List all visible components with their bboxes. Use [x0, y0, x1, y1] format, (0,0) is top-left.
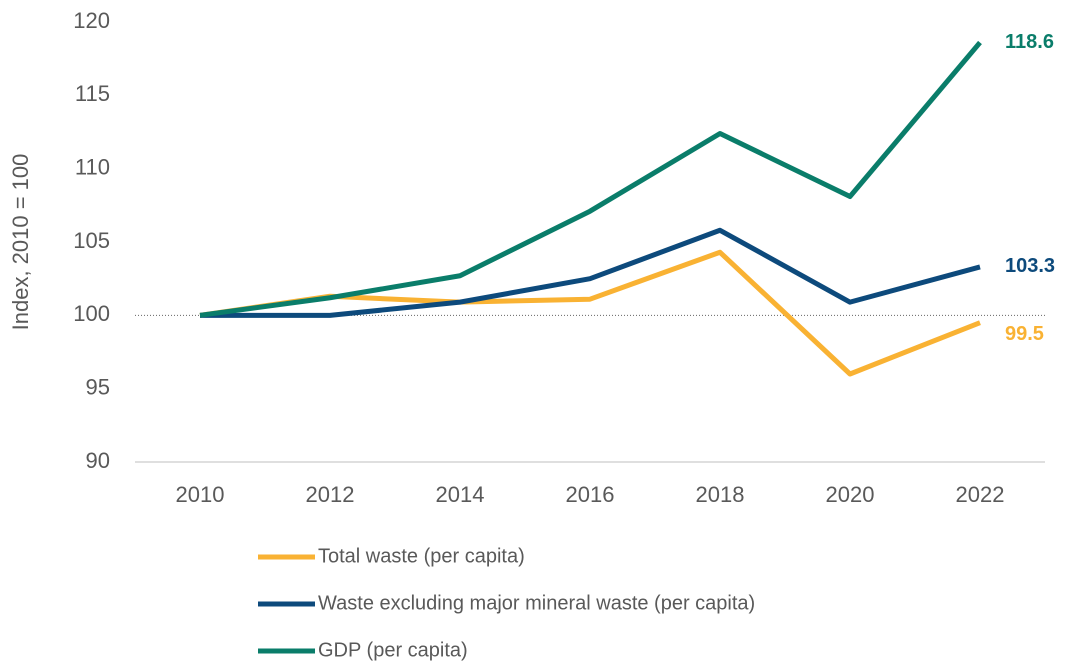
series-line — [200, 227, 981, 318]
x-tick-label: 2016 — [566, 482, 615, 507]
x-tick-label: 2020 — [826, 482, 875, 507]
legend-label: GDP (per capita) — [318, 639, 468, 661]
y-axis-title: Index, 2010 = 100 — [8, 154, 33, 331]
y-tick-label: 115 — [75, 81, 110, 106]
y-tick-label: 110 — [75, 154, 110, 179]
x-tick-label: 2010 — [176, 482, 225, 507]
x-tick-label: 2022 — [956, 482, 1005, 507]
end-label: 118.6 — [1005, 31, 1054, 53]
y-tick-label: 105 — [73, 228, 110, 253]
x-tick-label: 2018 — [696, 482, 745, 507]
x-tick-label: 2014 — [436, 482, 485, 507]
legend-label: Total waste (per capita) — [318, 545, 525, 567]
y-tick-label: 120 — [73, 8, 110, 33]
y-tick-label: 95 — [86, 374, 110, 399]
y-tick-label: 100 — [73, 301, 110, 326]
series-line — [199, 40, 982, 318]
end-label: 103.3 — [1005, 255, 1055, 277]
y-tick-label: 90 — [86, 448, 110, 473]
end-label: 99.5 — [1005, 323, 1044, 345]
x-tick-label: 2012 — [306, 482, 355, 507]
legend-label: Waste excluding major mineral waste (per… — [318, 592, 755, 614]
